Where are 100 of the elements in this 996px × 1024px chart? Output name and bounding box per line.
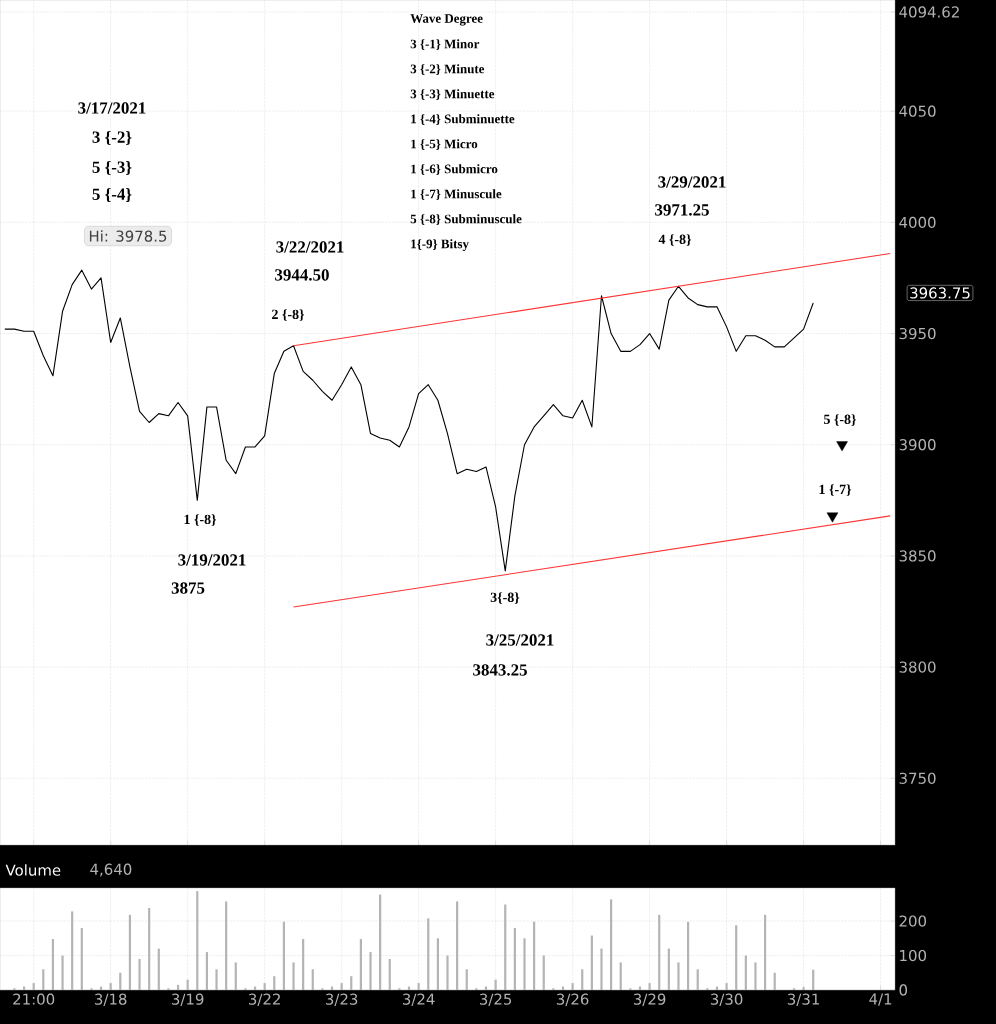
bar bbox=[667, 948, 670, 990]
annotation: 1 {-4} Subminuette bbox=[411, 114, 515, 125]
bar bbox=[234, 962, 237, 990]
bar bbox=[658, 914, 661, 990]
bar bbox=[513, 927, 516, 990]
annotation: 4 {-8} bbox=[658, 234, 692, 246]
text: 4,640 bbox=[90, 863, 132, 877]
x-tick-label: 3/30 bbox=[710, 993, 743, 1006]
bar bbox=[80, 927, 83, 990]
bar bbox=[196, 891, 199, 990]
bar bbox=[148, 907, 151, 990]
bar bbox=[225, 901, 228, 990]
x-tick-label: 3/23 bbox=[326, 993, 358, 1006]
y-tick-label: 100 bbox=[900, 949, 927, 962]
bar bbox=[350, 976, 353, 990]
x-tick-label: 4/1 bbox=[869, 993, 892, 1006]
annotation: 3875 bbox=[171, 582, 205, 594]
annotation: 1 {-8} bbox=[184, 514, 217, 526]
annotation: 3 {-3} Minuette bbox=[410, 89, 495, 100]
bar bbox=[379, 894, 382, 990]
bar bbox=[51, 938, 55, 990]
y-tick-label: 0 bbox=[899, 984, 908, 996]
bar bbox=[802, 987, 805, 990]
x-tick-label: 3/31 bbox=[787, 993, 819, 1006]
x-tick-label: 3/19 bbox=[172, 993, 204, 1006]
bar bbox=[600, 948, 603, 990]
bar bbox=[138, 958, 141, 990]
y-tick-label: 4050 bbox=[899, 105, 936, 117]
bar bbox=[571, 983, 574, 990]
annotation: 2 {-8} bbox=[272, 309, 305, 321]
bar bbox=[32, 983, 35, 990]
annotation: 3/17/2021 bbox=[78, 102, 146, 114]
bar bbox=[735, 925, 738, 990]
bar bbox=[763, 914, 767, 990]
bar bbox=[648, 983, 651, 990]
annotation: 3/19/2021 bbox=[178, 554, 246, 566]
annotation: 3 {-2} Minute bbox=[410, 64, 485, 75]
x-tick-label: 3/26 bbox=[556, 993, 589, 1006]
x-tick-label: 3/25 bbox=[479, 993, 512, 1006]
annotation: 5 {-8} bbox=[823, 414, 857, 426]
bar bbox=[523, 938, 526, 990]
y-tick-label: 4000 bbox=[899, 216, 936, 229]
annotation: 1{-9} Bitsy bbox=[411, 239, 469, 251]
annotation: 1 {-5} Micro bbox=[411, 139, 478, 150]
annotation: 3971.25 bbox=[655, 204, 709, 216]
bar bbox=[340, 983, 343, 990]
y-tick-label: 3850 bbox=[899, 550, 936, 562]
bar bbox=[677, 962, 680, 990]
y-tick-label: 4094.62 bbox=[899, 6, 959, 18]
bar bbox=[215, 969, 218, 990]
bar bbox=[388, 958, 391, 990]
annotation: 3{-8} bbox=[490, 592, 520, 604]
annotation: 1 {-7} Minuscule bbox=[411, 189, 502, 200]
annotation: 3843.25 bbox=[473, 664, 527, 676]
bar bbox=[359, 938, 362, 990]
bar bbox=[590, 935, 593, 990]
bar bbox=[687, 921, 690, 990]
annotation: 3944.50 bbox=[275, 269, 329, 281]
text: 3963.75 bbox=[910, 287, 970, 299]
bar bbox=[128, 914, 132, 990]
bar bbox=[465, 969, 468, 990]
y-tick-label: 3900 bbox=[899, 439, 936, 451]
bar bbox=[427, 918, 430, 990]
bar bbox=[157, 948, 160, 990]
annotation: 1 {-6} Submicro bbox=[411, 164, 498, 175]
x-tick-label: 3/24 bbox=[402, 993, 435, 1006]
bar bbox=[71, 911, 74, 990]
chart-title: Volume bbox=[5, 864, 61, 876]
bar bbox=[619, 962, 622, 990]
annotation: 3/25/2021 bbox=[486, 634, 554, 646]
annotation: 5 {-8} Subminuscule bbox=[410, 214, 522, 225]
bar bbox=[725, 983, 728, 990]
bar bbox=[302, 938, 305, 990]
bar bbox=[109, 983, 112, 990]
bar bbox=[176, 984, 180, 990]
annotation: 1 {-7} bbox=[819, 484, 852, 496]
bar bbox=[42, 969, 45, 990]
bar bbox=[610, 899, 613, 990]
annotation: 3/22/2021 bbox=[276, 241, 344, 253]
bar bbox=[754, 962, 757, 990]
bar bbox=[581, 969, 584, 990]
bar bbox=[311, 969, 314, 990]
bar bbox=[436, 938, 439, 990]
bar bbox=[205, 952, 209, 990]
bar bbox=[263, 983, 266, 990]
bar bbox=[282, 921, 285, 990]
y-tick-label: 200 bbox=[899, 915, 927, 927]
bar bbox=[61, 955, 64, 990]
x-tick-label: 3/22 bbox=[249, 993, 280, 1006]
y-tick-label: 3800 bbox=[899, 661, 936, 673]
bar bbox=[369, 952, 372, 990]
annotation: 3/29/2021 bbox=[658, 176, 726, 188]
annotation: 3 {-1} Minor bbox=[410, 39, 480, 50]
bar bbox=[417, 983, 420, 990]
bar bbox=[696, 969, 699, 990]
annotation: 5 {-4} bbox=[92, 188, 132, 203]
x-tick-label: 3/18 bbox=[95, 993, 127, 1006]
bar bbox=[292, 962, 295, 990]
x-tick-label: 3/29 bbox=[633, 993, 666, 1006]
annotation: 5 {-3} bbox=[92, 160, 132, 175]
